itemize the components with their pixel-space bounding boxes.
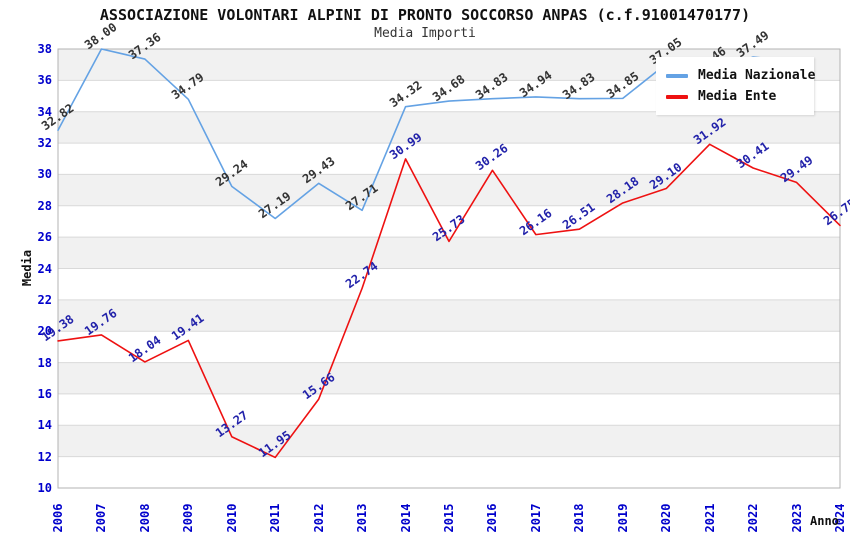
y-tick-label: 28 — [37, 198, 52, 213]
plot-band — [58, 111, 840, 144]
y-tick-label: 30 — [37, 167, 52, 182]
x-tick-label: 2007 — [94, 503, 109, 533]
y-tick-label: 22 — [37, 292, 52, 307]
y-tick-label: 16 — [37, 386, 52, 401]
plot-band — [58, 174, 840, 206]
x-tick-label: 2018 — [572, 503, 587, 533]
y-tick-label: 26 — [37, 230, 52, 245]
x-tick-label: 2013 — [355, 503, 370, 533]
plot-band — [58, 299, 840, 332]
plot-band — [58, 425, 840, 457]
line-sample-media-ente-icon — [666, 94, 688, 99]
chart-subtitle: Media Importi — [374, 26, 476, 41]
x-tick-label: 2006 — [51, 503, 65, 533]
chart-title: ASSOCIAZIONE VOLONTARI ALPINI DI PRONTO … — [99, 6, 751, 24]
y-tick-label: 18 — [37, 355, 52, 370]
y-tick-label: 14 — [37, 418, 52, 433]
plot-band — [58, 362, 840, 394]
y-tick-label: 10 — [37, 481, 52, 495]
plot-band — [58, 237, 840, 269]
x-tick-label: 2010 — [224, 503, 239, 533]
x-tick-label: 2015 — [442, 503, 456, 533]
x-tick-label: 2008 — [137, 503, 152, 533]
y-tick-label: 36 — [37, 73, 52, 88]
series-line-media-ente — [57, 143, 841, 459]
x-tick-label: 2023 — [789, 503, 804, 533]
y-tick-label: 32 — [37, 136, 52, 151]
plot-border — [57, 48, 841, 489]
line-sample-media-nazionale-icon — [666, 73, 688, 78]
y-tick-label: 20 — [37, 324, 52, 339]
legend-label: Media Ente — [698, 89, 777, 104]
x-axis-title: Anno — [810, 514, 839, 528]
x-tick-label: 2021 — [702, 503, 717, 533]
y-tick-label: 24 — [37, 261, 52, 276]
x-tick-label: 2020 — [659, 503, 674, 533]
y-tick-label: 34 — [37, 104, 52, 119]
y-tick-label: 38 — [37, 42, 52, 56]
x-tick-label: 2012 — [311, 503, 326, 533]
legend-item-media-ente: Media Ente — [666, 86, 806, 107]
legend: Media Nazionale Media Ente — [656, 57, 815, 115]
x-tick-label: 2011 — [268, 503, 283, 533]
x-tick-label: 2019 — [615, 503, 630, 533]
x-tick-label: 2016 — [485, 503, 500, 533]
x-tick-label: 2014 — [398, 503, 413, 533]
y-axis-title: Media — [20, 249, 34, 287]
legend-item-media-nazionale: Media Nazionale — [666, 65, 815, 86]
legend-label: Media Nazionale — [698, 68, 816, 83]
x-tick-label: 2017 — [528, 503, 543, 533]
x-tick-label: 2009 — [181, 503, 196, 533]
y-tick-label: 12 — [37, 449, 52, 464]
x-tick-label: 2022 — [746, 503, 761, 533]
